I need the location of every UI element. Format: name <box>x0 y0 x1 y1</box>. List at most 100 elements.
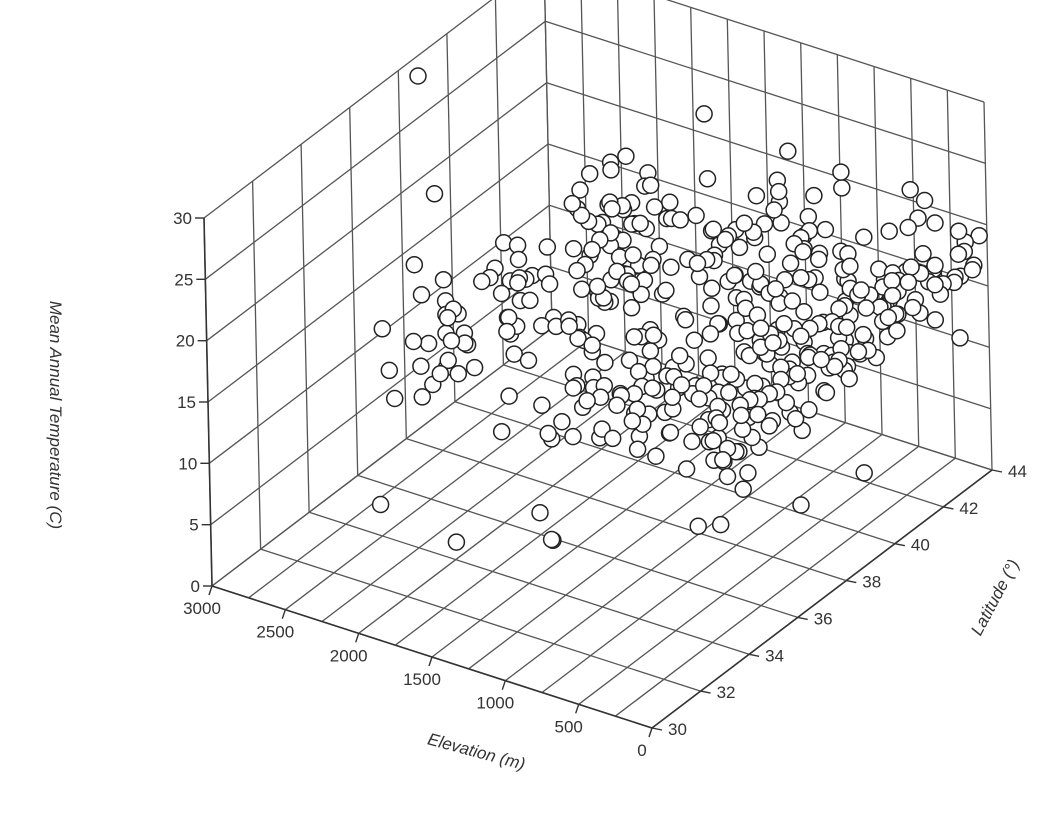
data-point <box>641 176 660 194</box>
data-point <box>800 401 818 419</box>
data-point <box>769 182 788 201</box>
data-point <box>623 412 642 430</box>
data-point <box>899 273 918 291</box>
y-tick-label: 32 <box>717 683 736 702</box>
points-layer <box>371 67 988 551</box>
x-tick-label: 2500 <box>256 623 294 642</box>
data-point <box>746 374 764 393</box>
y-tick-mark <box>651 727 663 731</box>
data-point <box>603 200 621 218</box>
data-point <box>722 365 740 383</box>
data-point <box>553 412 571 431</box>
data-point <box>629 362 648 381</box>
data-point <box>583 240 601 259</box>
data-point <box>596 353 614 372</box>
data-point <box>373 320 392 338</box>
data-point <box>622 299 641 317</box>
data-point <box>505 345 523 363</box>
data-point <box>699 349 717 367</box>
x-tick-mark <box>428 656 433 667</box>
data-point <box>880 222 898 240</box>
z-tick-label: 20 <box>176 332 195 351</box>
x-tick-mark <box>355 633 360 643</box>
data-point <box>902 258 920 276</box>
left-wall-grid-line <box>211 327 553 587</box>
data-point <box>521 291 539 310</box>
data-point <box>783 292 802 310</box>
data-point <box>641 342 660 360</box>
data-point <box>720 383 738 402</box>
data-point <box>855 228 873 246</box>
data-point <box>380 361 399 380</box>
data-point <box>628 440 647 459</box>
data-point <box>578 391 596 410</box>
data-point <box>926 256 944 275</box>
data-point <box>572 206 591 225</box>
data-point <box>442 331 461 350</box>
data-point <box>711 515 730 534</box>
data-point <box>926 275 944 294</box>
data-point <box>718 467 737 486</box>
data-point <box>563 194 582 213</box>
data-point <box>602 161 620 179</box>
data-point <box>688 254 707 273</box>
data-point <box>573 280 591 299</box>
data-point <box>811 283 829 301</box>
left-wall-grid-line <box>206 82 548 342</box>
back-wall-grid-line <box>546 82 987 226</box>
data-point <box>620 351 639 370</box>
floor-grid-line <box>321 362 663 623</box>
data-point <box>764 334 782 352</box>
data-point <box>685 331 704 349</box>
x-tick-label: 0 <box>637 741 646 760</box>
data-point <box>840 369 858 388</box>
data-point <box>531 503 549 522</box>
data-point <box>701 325 720 343</box>
data-point <box>431 364 450 383</box>
data-point <box>647 447 665 465</box>
data-point <box>569 329 587 348</box>
data-point <box>702 297 720 315</box>
data-point <box>661 193 679 212</box>
data-point <box>438 309 457 327</box>
data-point <box>509 274 527 292</box>
y-tick-mark <box>991 469 1003 473</box>
data-point <box>519 351 538 370</box>
data-point <box>492 422 511 441</box>
data-point <box>926 311 945 329</box>
data-point <box>608 396 626 414</box>
data-point <box>657 281 675 300</box>
data-point <box>915 191 934 210</box>
data-point <box>644 326 663 344</box>
data-point <box>643 379 662 397</box>
floor-grid-line <box>308 511 750 655</box>
y-tick-label: 44 <box>1008 462 1027 481</box>
z-tick-label: 10 <box>178 454 197 473</box>
data-point <box>841 257 859 276</box>
data-point <box>809 250 828 269</box>
data-point <box>642 256 660 275</box>
data-point <box>765 201 783 219</box>
data-point <box>739 464 757 482</box>
data-point <box>412 286 431 304</box>
data-point <box>926 214 944 232</box>
floor-grid-line <box>406 437 847 582</box>
floor-grid-line <box>357 474 798 619</box>
data-point <box>951 329 969 347</box>
data-point <box>698 170 717 188</box>
floor-grid-line <box>248 339 590 599</box>
data-point <box>676 311 695 329</box>
data-point <box>901 180 919 199</box>
data-point <box>564 427 582 446</box>
data-point <box>631 214 649 233</box>
data-point <box>752 319 770 338</box>
data-point <box>539 424 557 443</box>
data-point <box>794 242 812 261</box>
y-tick-label: 42 <box>959 499 978 518</box>
data-point <box>412 357 430 375</box>
data-point <box>564 379 583 397</box>
data-point <box>775 315 793 333</box>
data-point <box>949 245 968 263</box>
data-point <box>695 105 713 123</box>
data-point <box>385 389 404 408</box>
